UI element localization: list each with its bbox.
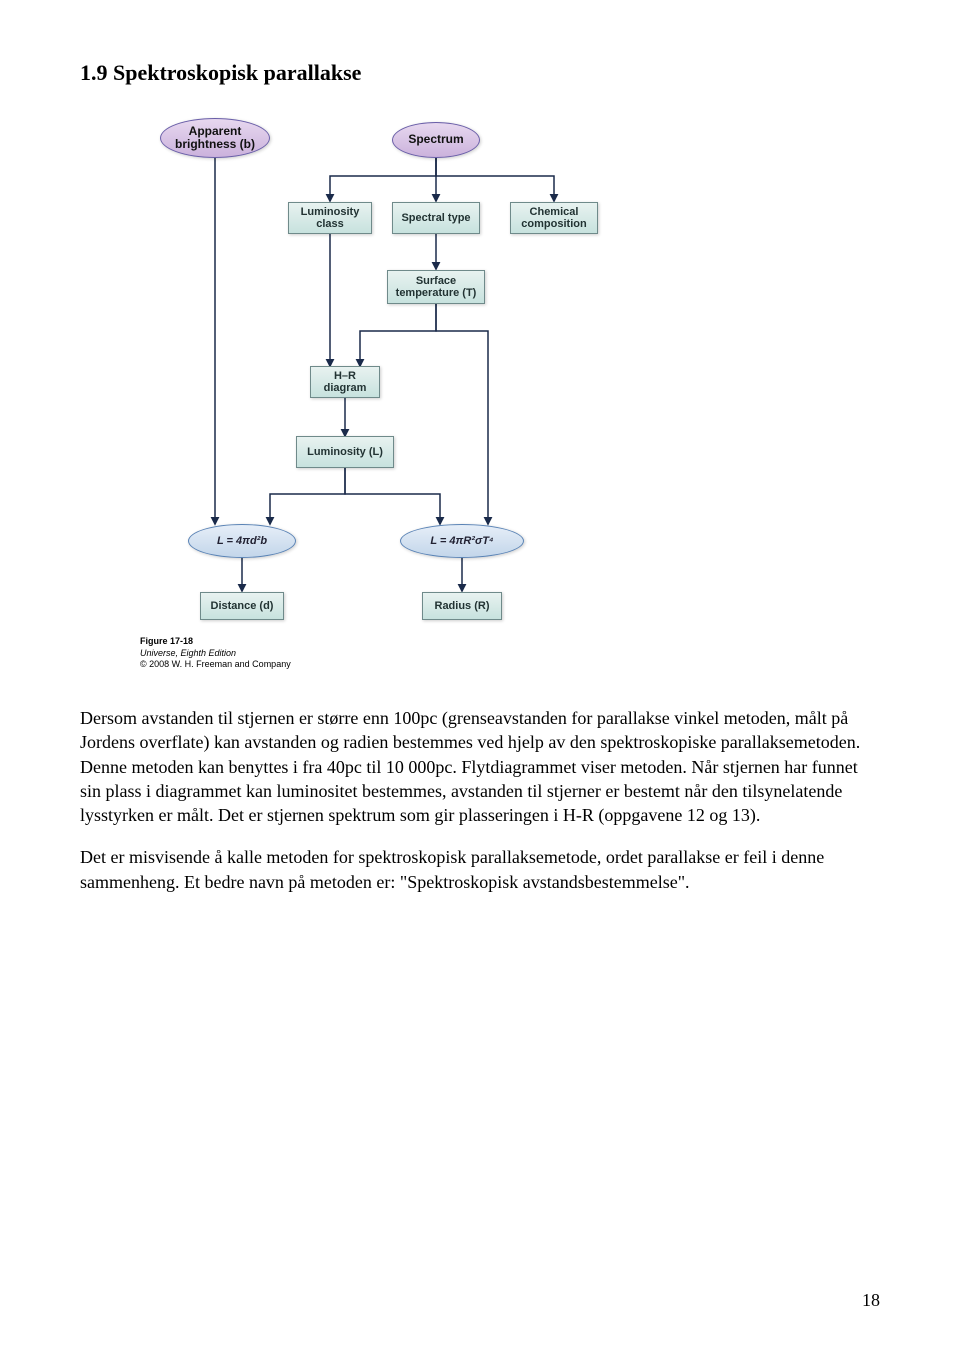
paragraph-2: Det er misvisende å kalle metoden for sp… [80, 845, 880, 894]
node-luminosity-l: Luminosity (L) [296, 436, 394, 468]
section-heading: 1.9 Spektroskopisk parallakse [80, 60, 880, 86]
node-formula-radius: L = 4πR²σT⁴ [400, 524, 524, 558]
node-spectrum: Spectrum [392, 122, 480, 158]
figure-credit: Figure 17-18 Universe, Eighth Edition © … [140, 636, 291, 671]
figure-book-title: Universe, Eighth Edition [140, 648, 291, 660]
figure-number: Figure 17-18 [140, 636, 291, 648]
node-surface-temperature: Surfacetemperature (T) [387, 270, 485, 304]
node-chemical-composition: Chemicalcomposition [510, 202, 598, 234]
node-apparent-brightness: Apparentbrightness (b) [160, 118, 270, 158]
node-formula-distance: L = 4πd²b [188, 524, 296, 558]
node-hr-diagram: H–Rdiagram [310, 366, 380, 398]
page-number: 18 [862, 1290, 880, 1311]
node-luminosity-class: Luminosityclass [288, 202, 372, 234]
node-radius: Radius (R) [422, 592, 502, 620]
flowchart-wrap: Apparentbrightness (b) Spectrum Luminosi… [140, 116, 880, 676]
node-spectral-type: Spectral type [392, 202, 480, 234]
node-distance: Distance (d) [200, 592, 284, 620]
flowchart: Apparentbrightness (b) Spectrum Luminosi… [140, 116, 660, 676]
paragraph-1: Dersom avstanden til stjernen er større … [80, 706, 880, 827]
figure-copyright: © 2008 W. H. Freeman and Company [140, 659, 291, 671]
